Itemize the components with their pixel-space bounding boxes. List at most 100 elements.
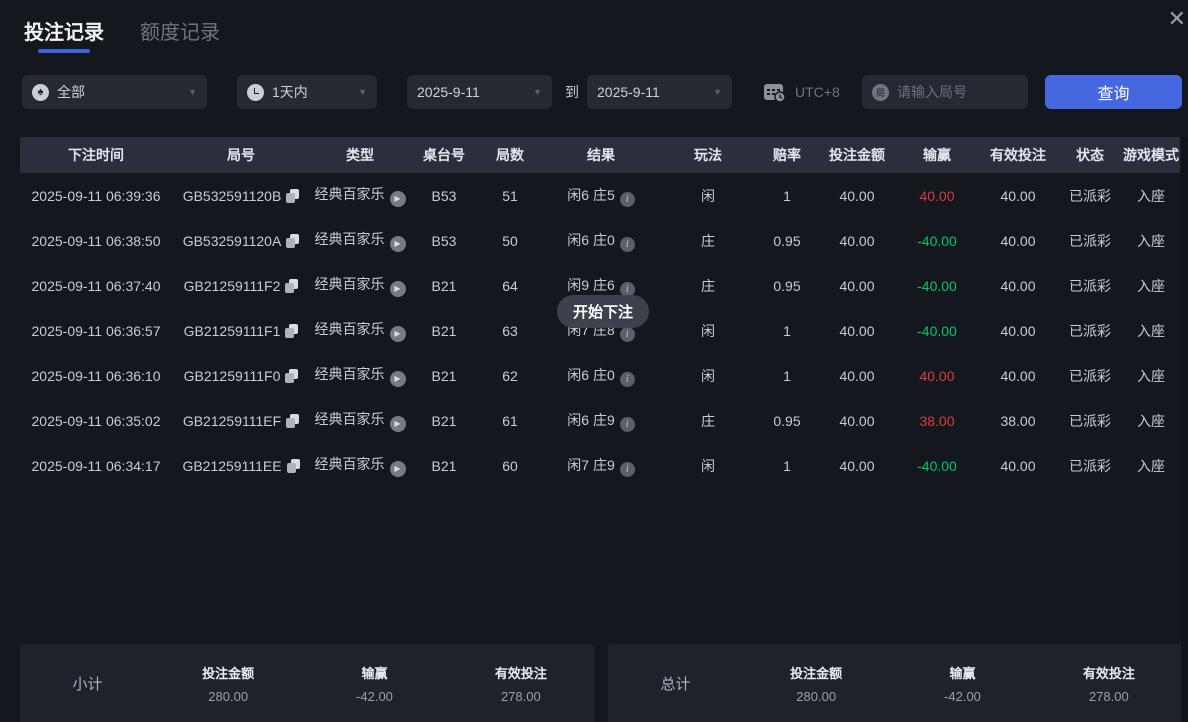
bet-time-cell-text: 2025-09-11 06:36:10 bbox=[31, 367, 161, 384]
summary-row: 小计 投注金额 280.00 输赢 -42.00 有效投注 278.00 总计 投注金… bbox=[20, 644, 1182, 722]
copy-icon[interactable] bbox=[286, 413, 300, 428]
info-icon[interactable]: i bbox=[619, 371, 635, 387]
table-row: 2025-09-11 06:35:02 GB21259111EF 经典百家乐 ▶ B21… bbox=[20, 398, 1180, 443]
info-icon[interactable]: i bbox=[619, 191, 635, 207]
start-betting-tooltip: 开始下注 bbox=[557, 295, 650, 328]
status-cell: 已派彩 bbox=[1058, 218, 1122, 263]
date-from-picker[interactable]: 2025-9-11 ▼ bbox=[407, 75, 552, 109]
round-id-cell: GB532591120B bbox=[172, 173, 310, 218]
round-no-cell: 60 bbox=[478, 443, 542, 488]
column-header: 投注金额 bbox=[818, 137, 896, 173]
status-cell: 已派彩 bbox=[1058, 443, 1122, 488]
active-tab-underline bbox=[38, 49, 90, 53]
game-type-cell-text: 经典百家乐 bbox=[314, 366, 385, 383]
round-no-cell: 50 bbox=[478, 218, 542, 263]
bet-time-cell-text: 2025-09-11 06:39:36 bbox=[31, 187, 161, 204]
table-row: 2025-09-11 06:34:17 GB21259111EE 经典百家乐 ▶ B21… bbox=[20, 443, 1180, 488]
column-header: 有效投注 bbox=[978, 137, 1058, 173]
status-cell: 已派彩 bbox=[1058, 398, 1122, 443]
valid-bet-cell: 40.00 bbox=[978, 308, 1058, 353]
copy-icon[interactable] bbox=[285, 368, 299, 383]
game-type-cell-text: 经典百家乐 bbox=[314, 411, 385, 428]
round-no-cell: 61 bbox=[478, 398, 542, 443]
game-type-cell-text: 经典百家乐 bbox=[314, 456, 385, 473]
play-cell-text: 闲 bbox=[701, 187, 715, 204]
game-type-icon: ▶ bbox=[389, 280, 406, 297]
game-type-icon: ▶ bbox=[389, 325, 406, 342]
tab-quota-records[interactable]: 额度记录 bbox=[140, 16, 220, 53]
copy-icon[interactable] bbox=[285, 278, 299, 293]
subtotal-panel: 小计 投注金额 280.00 输赢 -42.00 有效投注 278.00 bbox=[20, 644, 594, 722]
close-icon[interactable]: ✕ bbox=[1167, 6, 1186, 31]
copy-icon[interactable] bbox=[286, 458, 300, 473]
bet-amount-cell: 40.00 bbox=[818, 308, 896, 353]
game-mode-cell-text: 入座 bbox=[1137, 322, 1165, 339]
tab-bet-records[interactable]: 投注记录 bbox=[24, 16, 104, 53]
column-header: 状态 bbox=[1058, 137, 1122, 173]
round-no-cell-text: 50 bbox=[502, 232, 518, 249]
tab-quota-records-label: 额度记录 bbox=[140, 22, 220, 44]
win-loss-cell-text: -40.00 bbox=[917, 232, 957, 249]
status-cell: 已派彩 bbox=[1058, 263, 1122, 308]
clock-icon bbox=[247, 83, 264, 101]
bet-time-cell: 2025-09-11 06:36:57 bbox=[20, 308, 172, 353]
chevron-down-icon: ▼ bbox=[713, 87, 722, 97]
game-mode-cell-text: 入座 bbox=[1137, 187, 1165, 204]
info-icon[interactable]: i bbox=[619, 326, 635, 342]
info-icon[interactable]: i bbox=[619, 281, 635, 297]
subtotal-valid-value: 278.00 bbox=[500, 688, 541, 704]
table-row: 2025-09-11 06:39:36 GB532591120B 经典百家乐 ▶ B53… bbox=[20, 173, 1180, 218]
round-id-cell: GB21259111F0 bbox=[172, 353, 310, 398]
valid-bet-cell: 40.00 bbox=[978, 443, 1058, 488]
date-from-value: 2025-9-11 bbox=[417, 84, 480, 100]
copy-icon[interactable] bbox=[286, 233, 300, 248]
valid-bet-cell: 38.00 bbox=[978, 398, 1058, 443]
subtotal-bet-label: 投注金额 bbox=[202, 665, 255, 681]
round-id-cell: GB532591120A bbox=[172, 218, 310, 263]
column-header: 类型 bbox=[310, 137, 410, 173]
odds-cell: 1 bbox=[756, 443, 818, 488]
game-category-dropdown[interactable]: ♠ 全部 ▼ bbox=[22, 75, 207, 109]
round-no-cell-text: 64 bbox=[502, 277, 518, 294]
result-cell: 闲7 庄9 i bbox=[542, 443, 660, 488]
play-cell: 闲 bbox=[660, 443, 756, 488]
game-mode-cell-text: 入座 bbox=[1137, 367, 1165, 384]
column-header: 桌台号 bbox=[410, 137, 478, 173]
odds-cell: 0.95 bbox=[756, 398, 818, 443]
subtotal-winloss-value: -42.00 bbox=[356, 688, 393, 704]
valid-bet-cell-text: 40.00 bbox=[1000, 322, 1036, 339]
round-search-input[interactable] bbox=[897, 84, 1007, 100]
table-row: 2025-09-11 06:36:57 GB21259111F1 经典百家乐 ▶ B21… bbox=[20, 308, 1180, 353]
timezone-group: UTC+8 bbox=[762, 80, 840, 104]
game-type-cell-text: 经典百家乐 bbox=[314, 321, 385, 338]
result-cell: 闲6 庄5 i bbox=[542, 173, 660, 218]
play-cell-text: 闲 bbox=[701, 322, 715, 339]
table-row: 2025-09-11 06:36:10 GB21259111F0 经典百家乐 ▶ B21… bbox=[20, 353, 1180, 398]
odds-cell-text: 1 bbox=[783, 322, 791, 339]
column-header: 局数 bbox=[478, 137, 542, 173]
odds-cell: 0.95 bbox=[756, 263, 818, 308]
timezone-label: UTC+8 bbox=[795, 84, 840, 100]
table-no-cell-text: B21 bbox=[431, 457, 457, 474]
table-scrollbar[interactable] bbox=[1181, 137, 1188, 722]
total-winloss-label: 输赢 bbox=[949, 665, 976, 681]
bet-time-cell: 2025-09-11 06:39:36 bbox=[20, 173, 172, 218]
info-icon[interactable]: i bbox=[619, 236, 635, 252]
round-no-cell-text: 61 bbox=[502, 412, 518, 429]
total-bet-value: 280.00 bbox=[796, 688, 837, 704]
time-range-dropdown[interactable]: 1天内 ▼ bbox=[237, 75, 377, 109]
status-cell: 已派彩 bbox=[1058, 173, 1122, 218]
subtotal-bet-value: 280.00 bbox=[208, 688, 249, 704]
copy-icon[interactable] bbox=[286, 188, 300, 203]
subtotal-winloss-label: 输赢 bbox=[361, 665, 388, 681]
play-cell: 闲 bbox=[660, 308, 756, 353]
copy-icon[interactable] bbox=[285, 323, 299, 338]
info-icon[interactable]: i bbox=[619, 416, 635, 432]
date-to-picker[interactable]: 2025-9-11 ▼ bbox=[587, 75, 732, 109]
query-button[interactable]: 查询 bbox=[1045, 75, 1182, 109]
total-bet-label: 投注金额 bbox=[790, 665, 843, 681]
game-mode-cell: 入座 bbox=[1122, 443, 1180, 488]
round-search-box[interactable]: 局 bbox=[862, 75, 1028, 109]
info-icon[interactable]: i bbox=[619, 461, 635, 477]
status-cell-text: 已派彩 bbox=[1069, 232, 1111, 249]
